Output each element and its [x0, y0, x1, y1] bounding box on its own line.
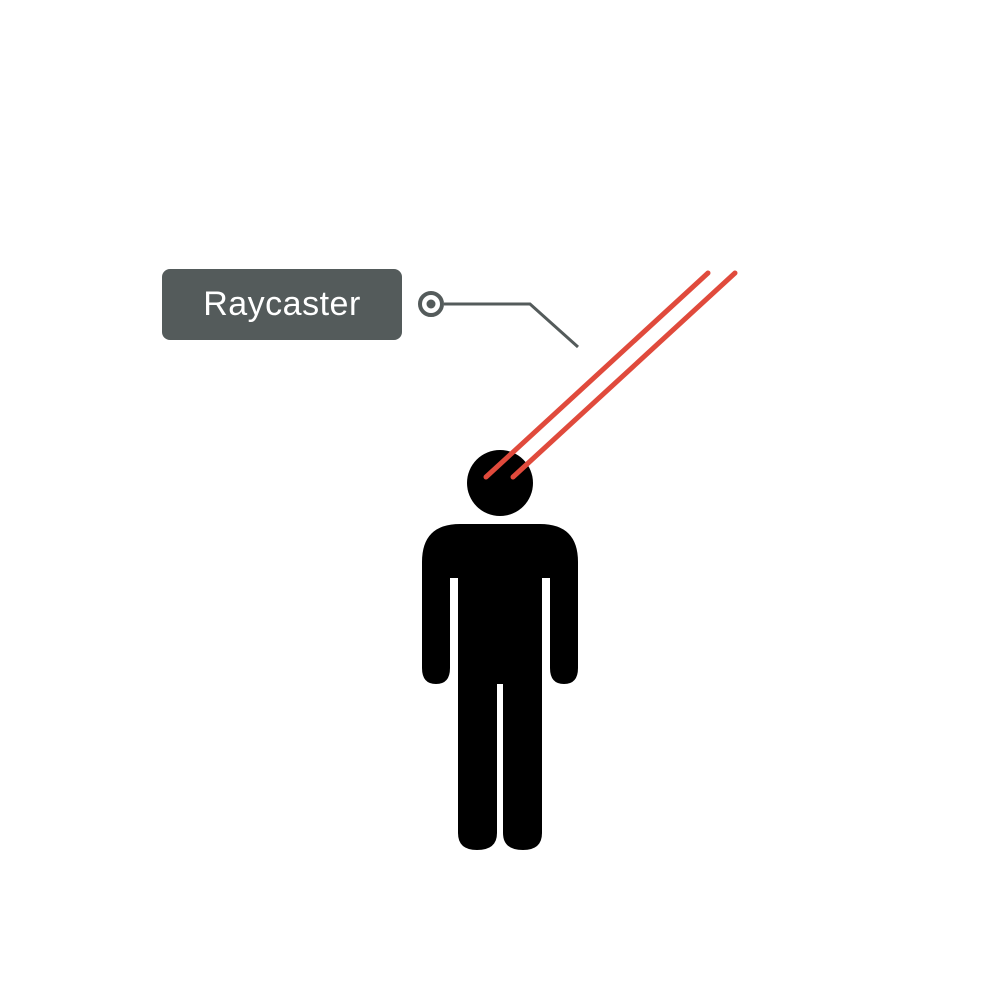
person-head [467, 450, 533, 516]
leader-line [444, 302, 580, 349]
person-right-leg [503, 684, 542, 850]
target-icon [418, 291, 444, 317]
raycaster-label-text: Raycaster [203, 285, 361, 323]
rays [483, 270, 738, 480]
person-icon [422, 450, 578, 850]
label-connector [418, 291, 580, 349]
person-left-leg [458, 684, 497, 850]
ray-line [483, 270, 711, 480]
raycaster-label: Raycaster [162, 269, 402, 340]
person-torso [422, 524, 578, 684]
ray-line [510, 270, 738, 480]
